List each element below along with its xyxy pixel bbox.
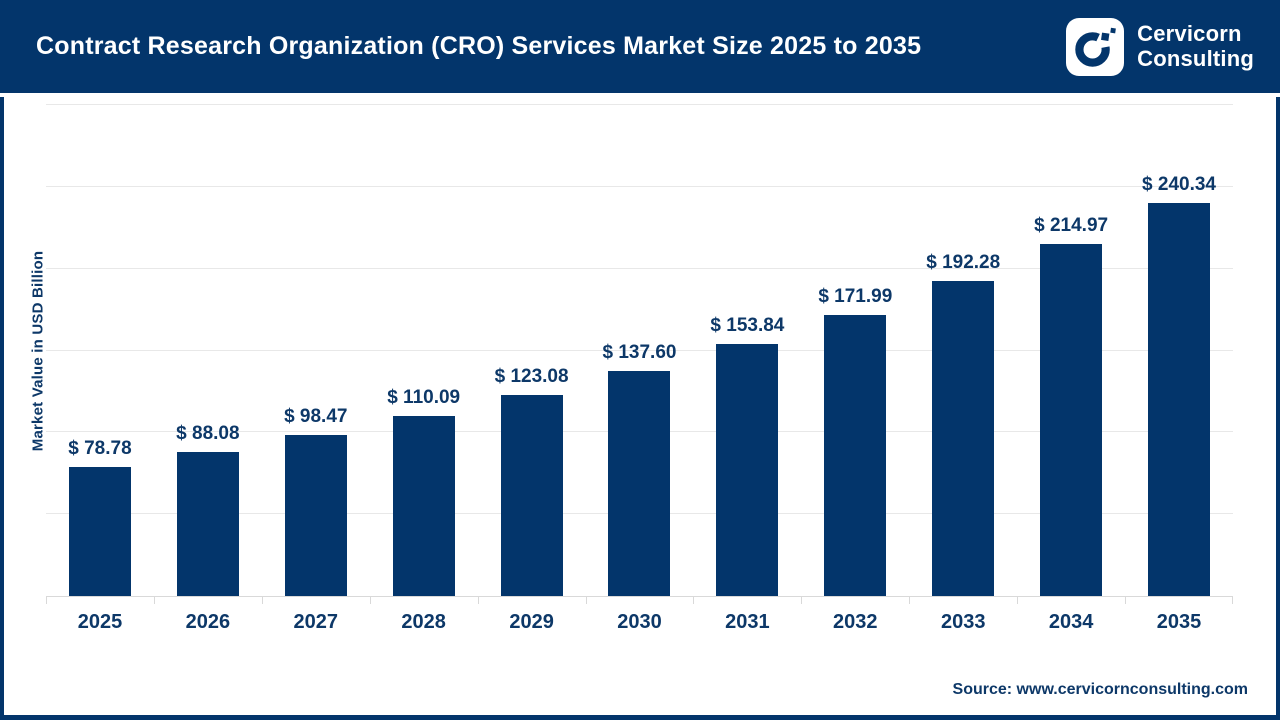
- x-axis-label: 2026: [185, 611, 231, 633]
- gridline: [46, 349, 1233, 351]
- bar-slot: $ 214.97: [1017, 106, 1125, 596]
- bar-slot: $ 137.60: [586, 106, 694, 596]
- axis-tick: [261, 596, 263, 604]
- axis-tick: [369, 596, 371, 604]
- bar: [284, 434, 347, 596]
- bar: [932, 281, 995, 596]
- x-axis-label: 2034: [1048, 611, 1094, 633]
- bar-slot: $ 240.34: [1125, 106, 1233, 596]
- bar: [824, 314, 887, 596]
- axis-tick: [1017, 596, 1019, 604]
- bar-value-label: $ 137.60: [602, 341, 677, 363]
- y-axis-title: Market Value in USD Billion: [29, 250, 47, 452]
- bar: [176, 451, 239, 596]
- bar-value-label: $ 192.28: [926, 252, 1001, 274]
- x-axis-label: 2025: [77, 611, 123, 633]
- cervicorn-c-logo-icon: [1066, 17, 1125, 76]
- bar-slot: $ 98.47: [262, 106, 370, 596]
- bar-slot: $ 123.08: [478, 106, 586, 596]
- bar-slot: $ 110.09: [370, 106, 478, 596]
- x-axis-label: 2032: [833, 611, 878, 633]
- bar-value-label: $ 88.08: [176, 422, 240, 444]
- bar: [1148, 202, 1211, 596]
- bar-value-label: $ 214.97: [1034, 215, 1109, 237]
- header-band: Contract Research Organization (CRO) Ser…: [0, 0, 1280, 93]
- brand-name-line2: Consulting: [1137, 45, 1254, 71]
- bar-series: $ 78.78 $ 88.08 $ 98.47 $ 110.09 $ 123.08 $ 1…: [46, 106, 1233, 596]
- bar-value-label: $ 240.34: [1142, 173, 1216, 195]
- gridline: [46, 267, 1233, 269]
- brand-logo: Cervicorn Consulting: [1066, 17, 1254, 76]
- x-axis-label: 2027: [293, 611, 339, 633]
- x-axis-label: 2030: [617, 611, 662, 633]
- axis-tick: [909, 596, 911, 604]
- bar-value-label: $ 110.09: [387, 386, 461, 408]
- bar-value-label: $ 171.99: [818, 285, 893, 307]
- source-note: Source: www.cervicornconsulting.com: [952, 681, 1248, 698]
- bar-value-label: $ 78.78: [68, 438, 132, 460]
- bar: [716, 344, 779, 596]
- axis-tick: [1125, 596, 1127, 604]
- gridline: [46, 185, 1233, 187]
- axis-tick: [153, 596, 155, 604]
- bar-slot: $ 78.78: [46, 106, 154, 596]
- axis-tick: [693, 596, 695, 604]
- bar-slot: $ 192.28: [909, 106, 1017, 596]
- axis-tick: [585, 596, 587, 604]
- bar-slot: $ 88.08: [154, 106, 262, 596]
- x-axis-label: 2029: [509, 611, 554, 633]
- bar-slot: $ 171.99: [801, 106, 909, 596]
- brand-name: Cervicorn Consulting: [1137, 20, 1254, 71]
- axis-tick: [477, 596, 479, 604]
- brand-name-line1: Cervicorn: [1137, 20, 1242, 46]
- x-axis-label: 2035: [1156, 611, 1202, 633]
- bar: [1040, 244, 1103, 596]
- x-axis-label: 2033: [940, 611, 986, 633]
- bar-value-label: $ 153.84: [710, 315, 785, 337]
- x-axis-label: 2028: [401, 611, 446, 633]
- axis-tick: [46, 596, 47, 604]
- header-divider: [0, 93, 1280, 97]
- bar: [68, 467, 131, 596]
- bar-slot: $ 153.84: [693, 106, 801, 596]
- bar-value-label: $ 123.08: [494, 365, 569, 387]
- chart-area: Market Value in USD Billion $ 78.78 $ 88.…: [0, 97, 1280, 720]
- bar: [500, 394, 563, 596]
- bar-value-label: $ 98.47: [284, 405, 348, 427]
- bar: [392, 415, 455, 596]
- bar: [608, 370, 671, 596]
- axis-tick: [801, 596, 803, 604]
- page-title: Contract Research Organization (CRO) Ser…: [36, 32, 922, 60]
- axis-tick: [1232, 596, 1233, 604]
- plot-area: $ 78.78 $ 88.08 $ 98.47 $ 110.09 $ 123.08 $ 1…: [46, 104, 1233, 604]
- x-axis-label: 2031: [725, 611, 770, 633]
- x-axis-labels: 2025 2026 2027 2028 2029 2030 2031 2032 2033 2034…: [46, 611, 1233, 634]
- gridline: [46, 104, 1233, 105]
